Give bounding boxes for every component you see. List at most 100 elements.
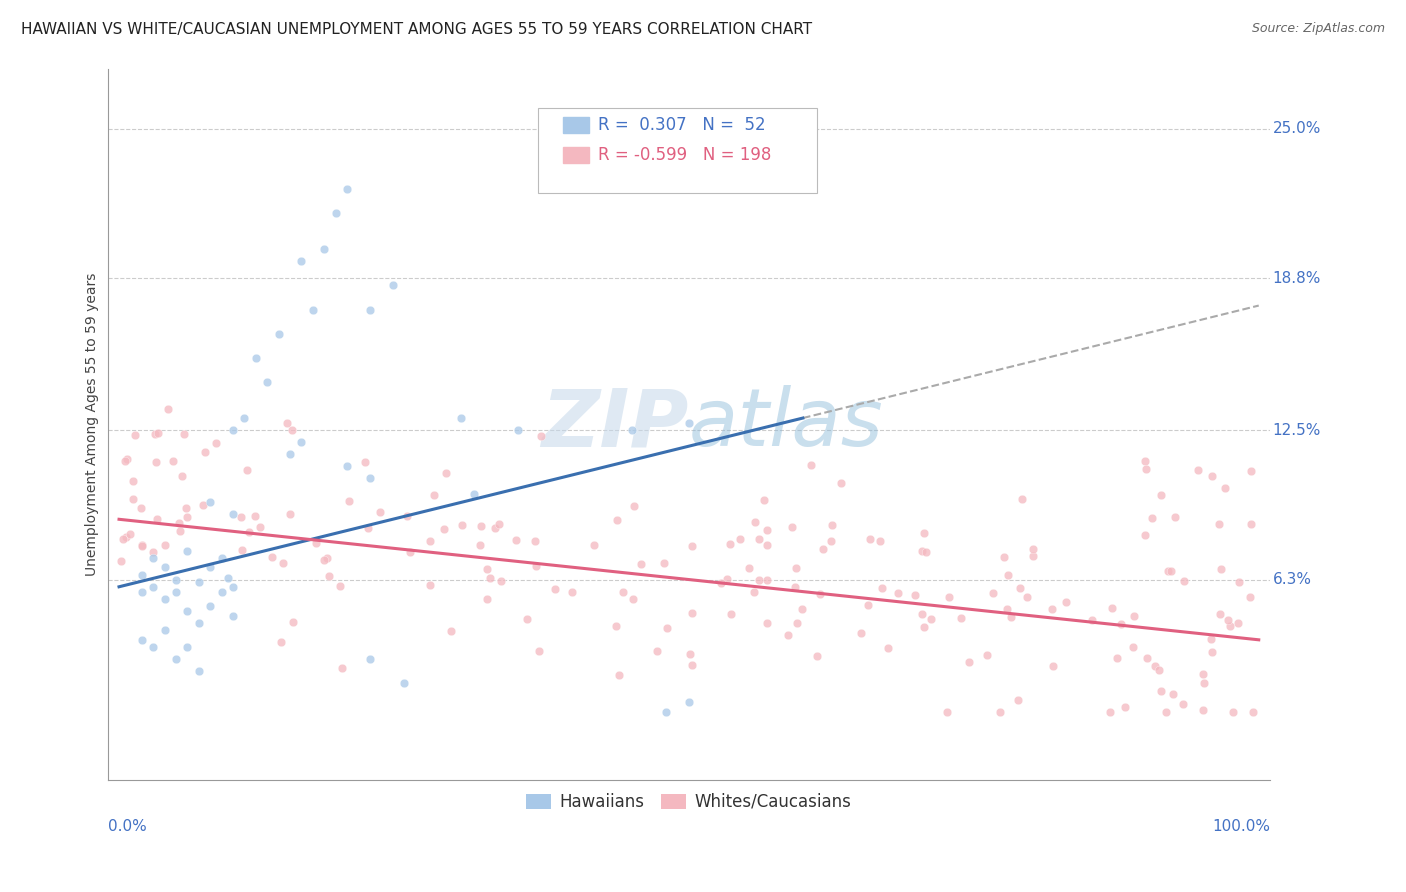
Point [484,521,506,535]
Point [146,512,169,526]
Point [153,623,176,637]
Point [392,676,415,690]
Point [1022,549,1045,564]
Point [1042,658,1064,673]
Point [920,612,942,626]
Point [911,607,934,621]
Point [170,469,193,483]
Point [606,513,628,527]
Point [276,416,298,430]
Point [1040,601,1063,615]
Point [1133,454,1156,468]
Point [176,640,198,654]
Point [229,510,252,524]
Point [1114,699,1136,714]
Point [122,491,145,506]
Point [679,648,702,662]
Bar [564,117,589,133]
Text: R =  0.307   N =  52: R = 0.307 N = 52 [598,116,766,134]
Point [778,628,800,642]
Point [245,351,267,365]
Point [433,522,456,536]
Point [655,621,678,635]
Point [115,530,138,544]
Point [720,607,742,622]
Point [231,542,253,557]
Point [1208,516,1230,531]
Point [623,499,645,513]
Point [655,705,678,719]
Point [187,615,209,630]
Point [222,508,245,522]
Point [1081,613,1104,627]
Point [785,560,807,574]
Point [1171,697,1194,711]
Point [529,644,551,658]
Point [1017,591,1039,605]
Point [267,326,290,341]
Point [336,182,359,196]
Point [561,585,583,599]
Point [440,624,463,638]
Point [142,545,165,559]
Point [217,571,239,585]
Point [780,520,803,534]
Point [524,558,547,573]
FancyBboxPatch shape [537,108,817,193]
Point [381,278,404,293]
Point [938,590,960,604]
Point [1201,644,1223,658]
Point [806,649,828,664]
Point [470,518,492,533]
Point [645,644,668,658]
Point [516,612,538,626]
Point [612,584,634,599]
Point [1136,650,1159,665]
Point [1192,703,1215,717]
Point [173,427,195,442]
Point [281,615,304,630]
Point [1098,705,1121,719]
Point [630,557,652,571]
Point [278,507,301,521]
Point [681,657,703,672]
Point [1187,462,1209,476]
Point [249,520,271,534]
Point [260,550,283,565]
Point [811,541,834,556]
Point [755,616,778,631]
Point [1109,616,1132,631]
Point [169,524,191,538]
Point [423,488,446,502]
Point [1022,542,1045,557]
Point [652,556,675,570]
Point [1194,675,1216,690]
Point [176,543,198,558]
Y-axis label: Unemployment Among Ages 55 to 59 years: Unemployment Among Ages 55 to 59 years [86,272,100,575]
Point [479,571,502,585]
Point [489,574,512,588]
Point [1173,574,1195,589]
Point [904,589,927,603]
Point [1144,659,1167,673]
Point [678,416,700,430]
Point [870,581,893,595]
Point [187,574,209,589]
Point [222,580,245,594]
Point [290,254,312,268]
Point [316,550,339,565]
Point [165,652,187,666]
Point [716,572,738,586]
Point [1160,564,1182,578]
Point [450,518,472,533]
Point [290,435,312,450]
Point [755,523,778,537]
Point [359,302,381,317]
Point [506,423,529,437]
Point [131,567,153,582]
Point [858,598,880,612]
Point [1133,528,1156,542]
Point [620,423,643,437]
Point [148,426,170,441]
Point [957,655,980,669]
